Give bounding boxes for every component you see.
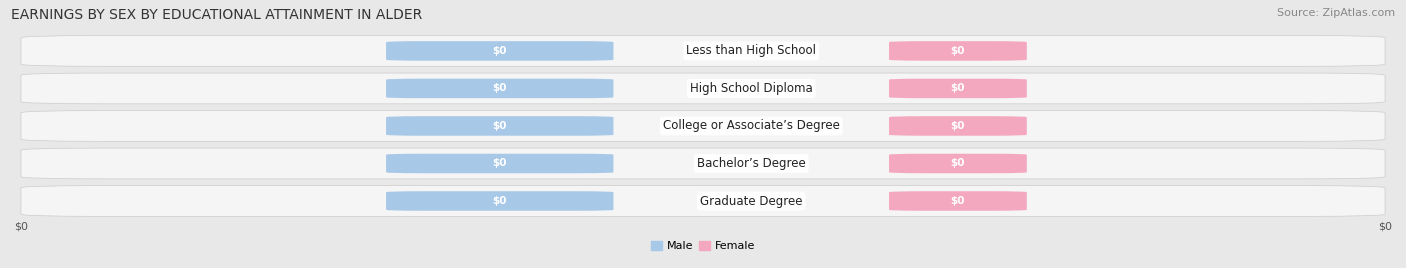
Text: $0: $0 <box>950 121 965 131</box>
Text: EARNINGS BY SEX BY EDUCATIONAL ATTAINMENT IN ALDER: EARNINGS BY SEX BY EDUCATIONAL ATTAINMEN… <box>11 8 422 22</box>
FancyBboxPatch shape <box>889 41 1026 61</box>
Text: $0: $0 <box>492 196 508 206</box>
Text: $0: $0 <box>950 196 965 206</box>
FancyBboxPatch shape <box>387 154 613 173</box>
FancyBboxPatch shape <box>21 148 1385 179</box>
Text: $0: $0 <box>492 46 508 56</box>
Legend: Male, Female: Male, Female <box>647 236 759 255</box>
Text: $0: $0 <box>14 221 28 231</box>
FancyBboxPatch shape <box>889 191 1026 211</box>
FancyBboxPatch shape <box>387 191 613 211</box>
FancyBboxPatch shape <box>889 116 1026 136</box>
Text: $0: $0 <box>492 121 508 131</box>
Text: $0: $0 <box>950 46 965 56</box>
Text: $0: $0 <box>492 83 508 94</box>
Text: High School Diploma: High School Diploma <box>690 82 813 95</box>
Text: $0: $0 <box>950 83 965 94</box>
FancyBboxPatch shape <box>889 154 1026 173</box>
Text: Bachelor’s Degree: Bachelor’s Degree <box>697 157 806 170</box>
FancyBboxPatch shape <box>387 116 613 136</box>
FancyBboxPatch shape <box>21 111 1385 141</box>
FancyBboxPatch shape <box>889 79 1026 98</box>
Text: $0: $0 <box>1378 221 1392 231</box>
Text: Source: ZipAtlas.com: Source: ZipAtlas.com <box>1277 8 1395 18</box>
Text: Graduate Degree: Graduate Degree <box>700 195 803 207</box>
Text: College or Associate’s Degree: College or Associate’s Degree <box>662 120 839 132</box>
FancyBboxPatch shape <box>21 186 1385 216</box>
Text: $0: $0 <box>950 158 965 169</box>
Text: Less than High School: Less than High School <box>686 44 817 57</box>
FancyBboxPatch shape <box>21 73 1385 104</box>
Text: $0: $0 <box>492 158 508 169</box>
FancyBboxPatch shape <box>21 36 1385 66</box>
FancyBboxPatch shape <box>387 79 613 98</box>
FancyBboxPatch shape <box>387 41 613 61</box>
